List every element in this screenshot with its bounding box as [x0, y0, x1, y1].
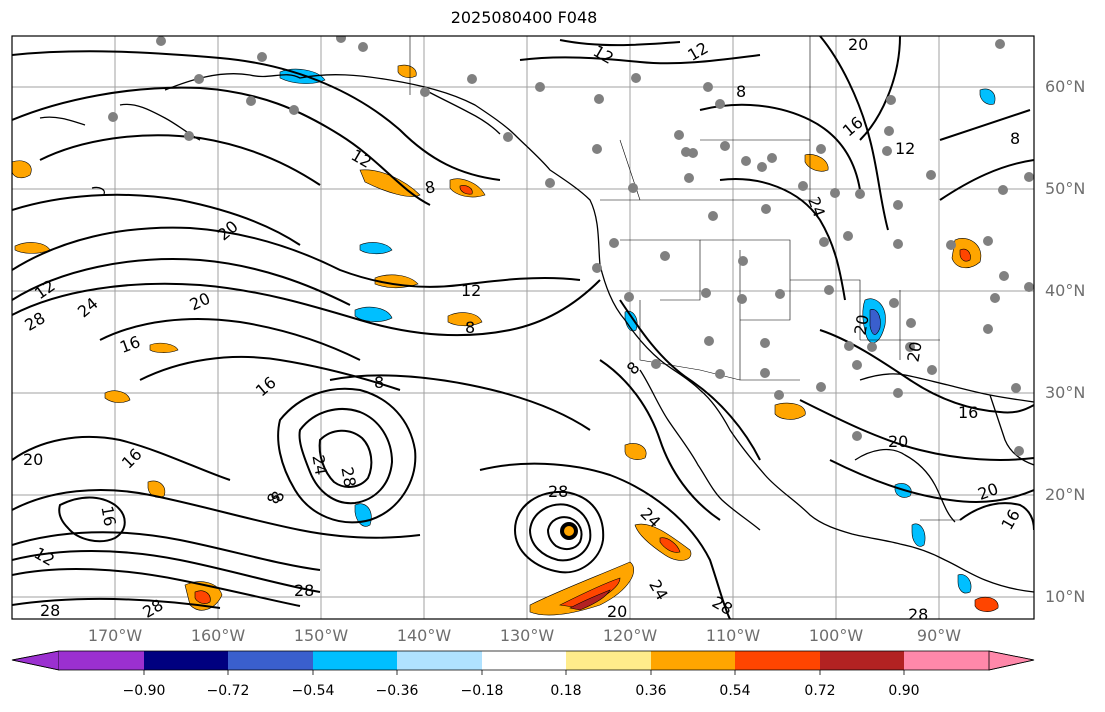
contour-label: 24	[308, 453, 330, 476]
colorbar-bin	[651, 651, 735, 670]
contour-label: 8	[465, 318, 475, 337]
contour-label: 28	[40, 601, 60, 620]
contour-label: 8	[1010, 129, 1020, 148]
latitude-label: 60°N	[1045, 77, 1086, 96]
longitude-label: 160°W	[190, 626, 246, 645]
contour-label: 28	[139, 595, 166, 622]
colorbar-tick-label: 0.72	[804, 683, 836, 699]
contour-label: 8	[736, 82, 746, 101]
contour-label: 20	[850, 313, 872, 336]
colorbar-bin	[144, 651, 228, 670]
colorbar-outline	[11, 650, 1035, 671]
colorbar-tick-label: −0.90	[122, 683, 166, 699]
contour-label: 8	[374, 373, 384, 392]
colorbar-bin	[313, 651, 397, 670]
station-markers	[108, 36, 1034, 456]
longitude-label: 90°W	[916, 626, 962, 645]
contour-label: 20	[848, 35, 868, 54]
contour-label: 28	[908, 605, 928, 624]
colorbar-bin	[735, 651, 820, 670]
contour-label: 20	[23, 450, 43, 469]
contour-label: 20	[607, 602, 627, 621]
colorbar-extend-min	[11, 650, 60, 671]
colorbar-bin	[904, 651, 989, 670]
colorbar-tick-label: 0.18	[550, 683, 582, 699]
longitude-label: 150°W	[293, 626, 349, 645]
contour-label: 12	[895, 139, 915, 158]
colorbar-tick-label: −0.18	[460, 683, 504, 699]
latitude-label: 20°N	[1045, 485, 1086, 504]
latitude-label: 40°N	[1045, 281, 1086, 300]
colorbar-extend-max	[988, 650, 1035, 671]
colorbar-bin	[482, 651, 566, 670]
contour-label: 28	[337, 465, 359, 488]
contour-label: 20	[903, 340, 925, 363]
contour-label: 28	[294, 581, 314, 600]
colorbar-tick-label: −0.54	[291, 683, 335, 699]
colorbar-tick-label: 0.90	[888, 683, 920, 699]
contour-lines	[12, 36, 1034, 619]
colorbar	[11, 650, 1035, 675]
contour-label: 20	[888, 432, 908, 451]
colorbar-bin	[228, 651, 313, 670]
longitude-label: 130°W	[499, 626, 555, 645]
colorbar-bin	[566, 651, 651, 670]
map-frame	[11, 35, 1035, 620]
longitude-label: 120°W	[602, 626, 658, 645]
colorbar-tick-label: 0.36	[635, 683, 667, 699]
cyclone-symbol	[560, 522, 578, 540]
contour-label: 8	[423, 177, 436, 197]
latitude-label: 10°N	[1045, 587, 1086, 606]
map-area: 12 12 20 8 16 12 8 20 12 24 28 20 16 12 …	[12, 35, 1034, 624]
map-title: 2025080400 F048	[450, 8, 598, 27]
colorbar-tick-label: −0.36	[375, 683, 419, 699]
longitude-label: 170°W	[87, 626, 143, 645]
longitude-label: 110°W	[705, 626, 761, 645]
longitude-label: 100°W	[808, 626, 864, 645]
colorbar-bin	[397, 651, 482, 670]
contour-label: 16	[97, 504, 119, 527]
colorbar-tick-label: −0.72	[206, 683, 250, 699]
latitude-label: 50°N	[1045, 179, 1086, 198]
longitude-label: 140°W	[396, 626, 452, 645]
contour-label: 16	[958, 403, 978, 422]
contour-label: 12	[461, 281, 481, 300]
latitude-label: 30°N	[1045, 383, 1086, 402]
contour-label: 28	[548, 482, 568, 501]
colorbar-bin	[59, 651, 144, 670]
colorbar-bin	[820, 651, 904, 670]
colorbar-tick-label: 0.54	[719, 683, 751, 699]
political-borders	[409, 36, 960, 521]
